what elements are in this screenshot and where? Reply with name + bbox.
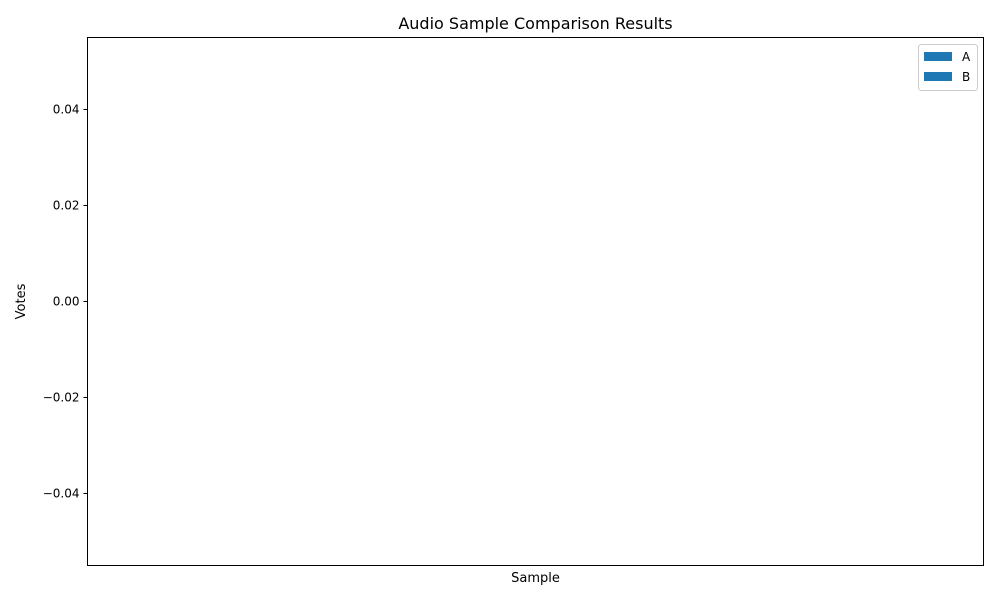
y-axis-label: Votes	[14, 283, 29, 319]
y-tick-label: 0.02	[53, 199, 80, 213]
y-tick-label: −0.02	[43, 391, 80, 405]
legend-label-a: A	[962, 50, 971, 64]
legend-swatch-a	[924, 52, 952, 61]
legend-label-b: B	[962, 70, 970, 84]
y-tick-label: 0.04	[53, 103, 80, 117]
legend-swatch-b	[924, 72, 952, 81]
y-axis-ticks: −0.04 −0.02 0.00 0.02 0.04	[43, 103, 88, 501]
y-tick-label: 0.00	[53, 295, 80, 309]
y-tick-label: −0.04	[43, 487, 80, 501]
x-axis-label: Sample	[511, 571, 560, 586]
legend: A B	[918, 44, 978, 91]
plot-area-frame	[87, 37, 984, 566]
chart-title: Audio Sample Comparison Results	[398, 14, 672, 33]
